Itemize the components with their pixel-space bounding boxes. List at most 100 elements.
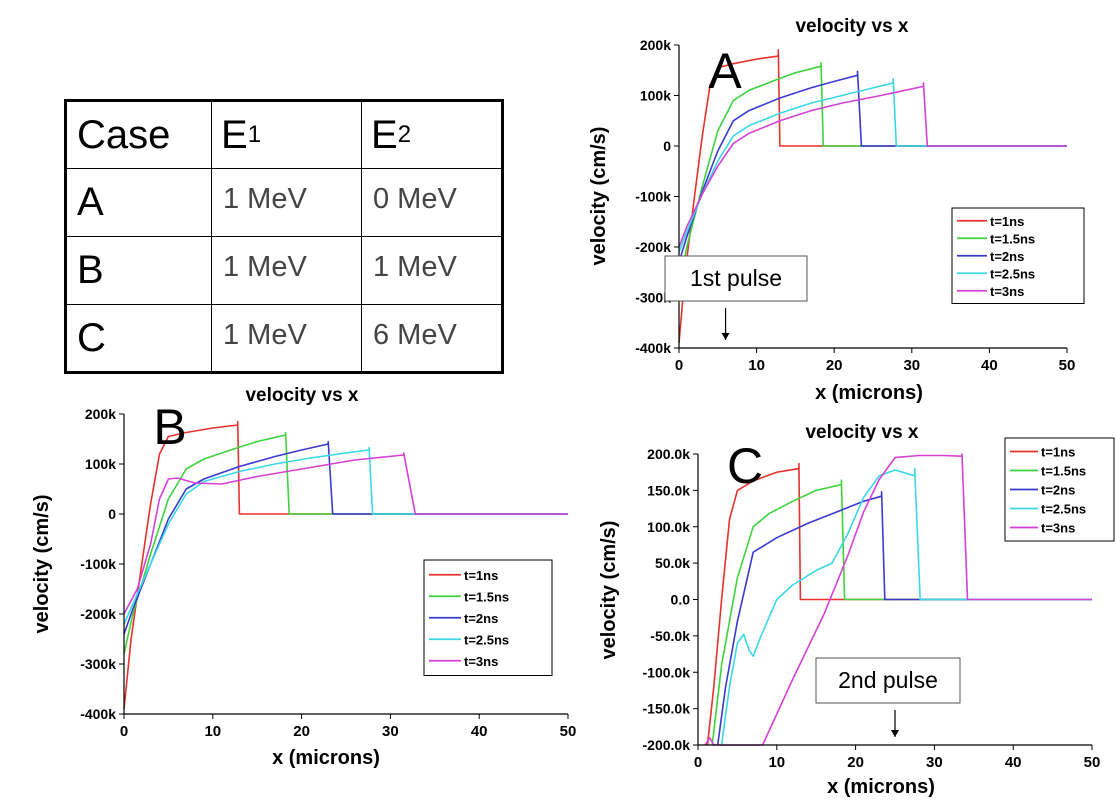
row-case: B (77, 248, 104, 292)
series-line (711, 479, 1092, 746)
y-tick-label: -100k (635, 189, 671, 205)
x-tick-label: 40 (981, 357, 998, 374)
y-axis-label: velocity (cm/s) (31, 495, 53, 634)
annotation-box (815, 657, 961, 704)
y-tick-label: -50.0k (650, 628, 690, 644)
y-tick-label: -300k (80, 656, 116, 672)
y-tick-label: 150.0k (647, 482, 690, 498)
series-line (123, 452, 568, 615)
legend-label: t=1.5ns (990, 231, 1035, 246)
x-tick-label: 10 (204, 723, 221, 740)
x-tick-label: 40 (471, 723, 488, 740)
legend-label: t=2.5ns (1041, 502, 1086, 517)
panel-letter: A (708, 43, 742, 99)
y-tick-label: 200.0k (647, 446, 690, 462)
y-tick-label: 0 (108, 506, 116, 522)
x-tick-label: 20 (826, 357, 843, 374)
header-e2-label: E (371, 112, 398, 157)
x-tick-label: 20 (847, 754, 864, 771)
chart-title: velocity vs x (245, 385, 358, 406)
header-e1-label: E (221, 112, 248, 157)
series-line (678, 70, 1067, 263)
annotation-arrowhead (891, 730, 899, 737)
x-axis-label: x (microns) (272, 747, 380, 769)
chart-title: velocity vs x (805, 422, 918, 443)
x-tick-label: 0 (675, 357, 683, 374)
y-tick-label: 100.0k (647, 519, 690, 535)
series-line (123, 420, 568, 710)
y-tick-label: -400k (635, 340, 671, 356)
series-line (706, 462, 1092, 746)
row-e1: 1 MeV (223, 182, 307, 215)
y-tick-label: -100.0k (643, 664, 691, 680)
y-axis-label: velocity (cm/s) (598, 521, 620, 660)
series-line (123, 446, 568, 625)
legend-label: t=1ns (990, 214, 1024, 229)
y-tick-label: -150.0k (643, 701, 691, 717)
header-case: Case (67, 102, 211, 168)
x-tick-label: 20 (293, 723, 310, 740)
legend-label: t=3ns (990, 284, 1024, 299)
legend-label: t=3ns (1041, 521, 1075, 536)
table-divider (67, 168, 501, 169)
y-tick-label: 100k (85, 456, 116, 472)
annotation-label: 2nd pulse (838, 667, 938, 693)
row-e1: 1 MeV (223, 318, 307, 351)
y-tick-label: 200k (640, 37, 671, 53)
annotation-box (664, 255, 808, 302)
series-line (716, 491, 1092, 746)
series-line (678, 49, 1067, 343)
legend-label: t=2ns (1041, 483, 1075, 498)
row-case: A (77, 180, 104, 224)
legend-label: t=1ns (464, 568, 498, 583)
x-axis-label: x (microns) (815, 382, 923, 404)
table-divider (67, 304, 501, 305)
y-tick-label: 100k (640, 88, 671, 104)
annotation-label: 1st pulse (690, 265, 782, 291)
x-tick-label: 50 (1059, 357, 1076, 374)
panel-letter: B (153, 399, 186, 455)
series-line (720, 467, 1092, 746)
header-e1-subscript: 1 (247, 121, 262, 148)
x-tick-label: 30 (382, 723, 399, 740)
legend-label: t=2ns (990, 249, 1024, 264)
y-tick-label: 0 (663, 138, 671, 154)
y-tick-label: 0.0 (671, 592, 691, 608)
legend-label: t=1.5ns (1041, 464, 1086, 479)
legend-label: t=2.5ns (464, 632, 509, 647)
chart-title: velocity vs x (795, 16, 908, 37)
y-tick-label: 200k (85, 406, 116, 422)
y-tick-label: -100k (80, 556, 116, 572)
row-e2: 1 MeV (373, 250, 457, 283)
x-tick-label: 0 (694, 754, 702, 771)
annotation-arrowhead (721, 333, 730, 340)
x-tick-label: 10 (748, 357, 765, 374)
row-e1: 1 MeV (223, 250, 307, 283)
x-tick-label: 30 (926, 754, 943, 771)
row-e2: 0 MeV (373, 182, 457, 215)
row-case: C (77, 315, 106, 360)
x-tick-label: 50 (1084, 754, 1101, 771)
x-tick-label: 30 (903, 357, 920, 374)
y-tick-label: -200k (635, 239, 671, 255)
y-tick-label: -200.0k (643, 737, 691, 753)
series-line (678, 82, 1067, 248)
panel-letter: C (727, 438, 763, 494)
x-tick-label: 10 (768, 754, 785, 771)
legend-label: t=2ns (464, 611, 498, 626)
x-tick-label: 40 (1005, 754, 1022, 771)
y-tick-label: 50.0k (655, 555, 690, 571)
series-line (678, 61, 1067, 288)
y-tick-label: -400k (80, 706, 116, 722)
legend-label: t=1.5ns (464, 589, 509, 604)
legend-label: t=1ns (1041, 445, 1075, 460)
y-tick-label: -200k (80, 606, 116, 622)
x-axis-label: x (microns) (827, 776, 935, 798)
table-divider (67, 236, 501, 237)
